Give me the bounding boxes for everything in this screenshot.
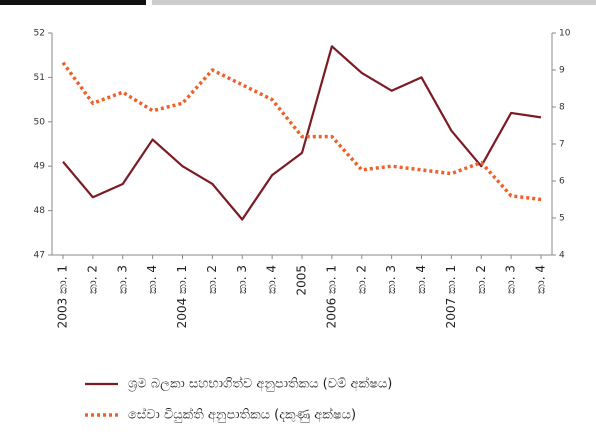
x-tick-label: 2004 කා. 1 bbox=[175, 265, 189, 328]
header-bar-dark bbox=[0, 0, 146, 5]
x-tick-label: 2006 කා. 1 bbox=[324, 265, 338, 328]
series-line bbox=[61, 61, 542, 202]
x-tick-label: කා. 3 bbox=[115, 265, 129, 294]
x-tick-label: 2005 bbox=[295, 265, 309, 296]
y2-tick-label: 9 bbox=[559, 66, 565, 76]
x-tick-label: කා. 3 bbox=[235, 265, 249, 294]
x-tick-label: කා. 2 bbox=[354, 265, 368, 294]
y2-tick-label: 7 bbox=[559, 140, 565, 150]
x-tick-label: කා. 2 bbox=[474, 265, 488, 294]
x-tick-label: කා. 4 bbox=[534, 265, 548, 294]
x-tick-label: කා. 4 bbox=[265, 265, 279, 294]
series-line bbox=[62, 45, 542, 221]
x-tick-label: කා. 4 bbox=[414, 265, 428, 294]
x-tick-label: කා. 3 bbox=[384, 265, 398, 294]
x-tick-label: 2003 කා. 1 bbox=[56, 265, 70, 328]
x-tick-label: කා. 4 bbox=[145, 265, 159, 294]
y-tick-label: 49 bbox=[34, 162, 46, 172]
y-tick-label: 52 bbox=[34, 29, 45, 39]
y2-tick-label: 6 bbox=[559, 177, 565, 187]
x-tick-label: කා. 2 bbox=[85, 265, 99, 294]
y2-tick-label: 5 bbox=[559, 214, 565, 224]
x-tick-label: 2007 කා. 1 bbox=[444, 265, 458, 328]
y-tick-label: 48 bbox=[34, 206, 46, 216]
y-tick-label: 51 bbox=[34, 73, 45, 83]
y2-tick-label: 8 bbox=[559, 103, 565, 113]
legend-label: සේවා වියුක්ති අනුපාතිකය (දකුණු අක්ෂය) bbox=[128, 406, 356, 422]
header-bar-light bbox=[152, 0, 596, 5]
x-tick-label: කා. 3 bbox=[504, 265, 518, 294]
y-tick-label: 47 bbox=[34, 251, 45, 261]
x-tick-label: කා. 2 bbox=[205, 265, 219, 294]
legend-label: ශ්‍රම බලකා සහභාගිත්ව අනුපාතිකය (වම් අක්ෂ… bbox=[128, 375, 392, 391]
y-tick-label: 50 bbox=[34, 117, 46, 127]
y2-tick-label: 10 bbox=[559, 29, 571, 39]
y2-tick-label: 4 bbox=[559, 251, 565, 261]
